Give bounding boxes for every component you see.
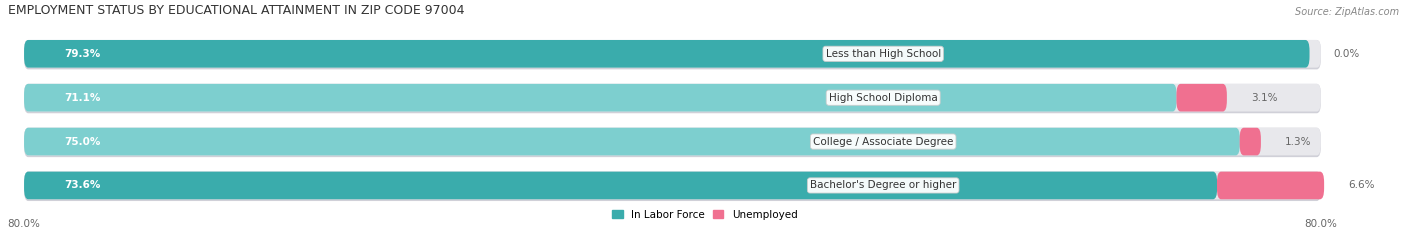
Text: EMPLOYMENT STATUS BY EDUCATIONAL ATTAINMENT IN ZIP CODE 97004: EMPLOYMENT STATUS BY EDUCATIONAL ATTAINM… — [8, 4, 464, 17]
Text: 3.1%: 3.1% — [1251, 93, 1278, 103]
FancyBboxPatch shape — [24, 128, 1320, 157]
FancyBboxPatch shape — [24, 40, 1309, 68]
FancyBboxPatch shape — [1240, 128, 1261, 155]
Text: 6.6%: 6.6% — [1348, 180, 1375, 190]
Text: 73.6%: 73.6% — [65, 180, 101, 190]
FancyBboxPatch shape — [24, 40, 1320, 68]
FancyBboxPatch shape — [24, 84, 1320, 112]
FancyBboxPatch shape — [24, 128, 1240, 155]
FancyBboxPatch shape — [1218, 172, 1324, 199]
FancyBboxPatch shape — [24, 128, 1320, 155]
FancyBboxPatch shape — [24, 84, 1177, 112]
FancyBboxPatch shape — [24, 172, 1320, 201]
Text: 1.3%: 1.3% — [1285, 137, 1312, 147]
Text: 75.0%: 75.0% — [65, 137, 101, 147]
Text: 71.1%: 71.1% — [65, 93, 101, 103]
FancyBboxPatch shape — [24, 172, 1320, 199]
FancyBboxPatch shape — [24, 84, 1320, 113]
Text: Bachelor's Degree or higher: Bachelor's Degree or higher — [810, 180, 956, 190]
Text: High School Diploma: High School Diploma — [828, 93, 938, 103]
Text: 0.0%: 0.0% — [1334, 49, 1360, 59]
Text: Source: ZipAtlas.com: Source: ZipAtlas.com — [1295, 7, 1399, 17]
Text: College / Associate Degree: College / Associate Degree — [813, 137, 953, 147]
Text: Less than High School: Less than High School — [825, 49, 941, 59]
FancyBboxPatch shape — [24, 40, 1320, 69]
Legend: In Labor Force, Unemployed: In Labor Force, Unemployed — [607, 206, 801, 224]
FancyBboxPatch shape — [24, 172, 1218, 199]
FancyBboxPatch shape — [1177, 84, 1227, 112]
Text: 79.3%: 79.3% — [65, 49, 101, 59]
